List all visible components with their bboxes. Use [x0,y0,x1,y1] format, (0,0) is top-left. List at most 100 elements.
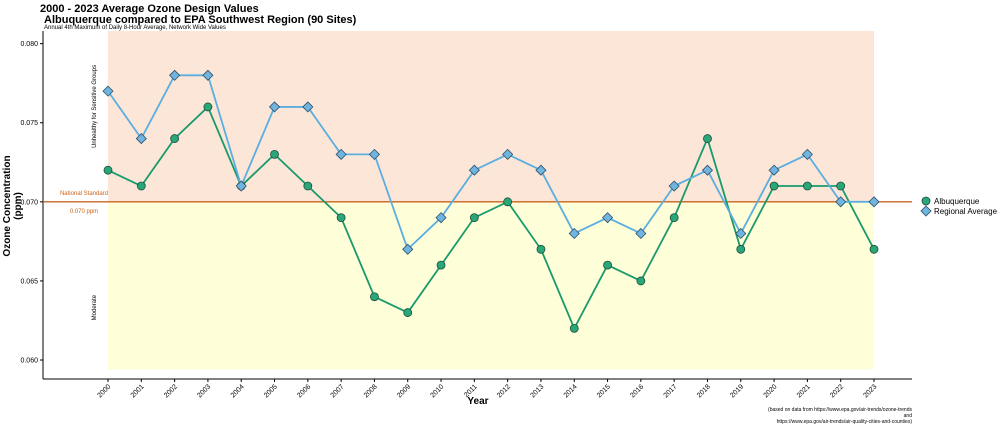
point-albuquerque-2005 [270,149,279,159]
y-axis-title-line2: (ppm) [13,192,24,220]
y-axis-title-line1: Ozone Concentration [2,155,13,256]
x-tick-label-10: 2010 [429,383,445,399]
x-tick-label-22: 2022 [829,383,845,399]
point-albuquerque-2001 [136,181,146,191]
y-tick-label-0: 0.060 [20,358,38,365]
point-regional-average-2021 [801,148,813,160]
x-tick-label-7: 2007 [330,383,346,399]
point-regional-average-2023 [868,196,880,208]
x-tick-label-1: 2001 [130,383,146,399]
source-note-line3: https://www.epa.gov/air-trends/air-quali… [776,419,912,425]
y-tick-label-4: 0.080 [20,41,38,48]
x-tick-label-19: 2019 [729,383,745,399]
legend-label-albuquerque: Albuquerque [934,197,980,206]
point-regional-average-2020 [768,164,780,176]
point-albuquerque-2013 [536,244,546,254]
point-regional-average-2003 [202,69,214,81]
series-line-albuquerque [107,105,875,331]
point-regional-average-2001 [135,132,147,145]
point-regional-average-2000 [102,85,114,97]
point-regional-average-2013 [535,164,547,176]
reference-line-value: 0.070 ppm [70,209,98,215]
point-regional-average-2014 [568,227,580,240]
x-tick-label-2: 2002 [163,383,179,399]
point-regional-average-2009 [402,243,414,255]
point-regional-average-2011 [468,164,480,176]
point-regional-average-2022 [835,196,847,208]
reference-layer: National Standard 0.070 ppm [43,191,912,215]
chart-title: 2000 - 2023 Average Ozone Design Values [40,3,259,15]
x-tick-label-12: 2012 [496,383,512,399]
point-albuquerque-2016 [636,276,646,286]
point-albuquerque-2020 [769,181,779,191]
series-line-regional-average [107,74,874,251]
point-albuquerque-2002 [170,134,180,143]
x-tick-label-14: 2014 [563,383,579,399]
legend-label-regional-average: Regional Average [934,207,998,216]
point-regional-average-2002 [169,69,181,81]
band-label-1: Moderate [92,294,98,320]
point-regional-average-2008 [368,148,381,160]
point-regional-average-2015 [601,212,614,224]
point-regional-average-2016 [635,227,647,240]
point-regional-average-2019 [735,227,747,240]
point-albuquerque-2000 [103,165,113,175]
point-albuquerque-2008 [370,292,379,302]
x-tick-label-13: 2013 [529,383,545,399]
point-albuquerque-2019 [736,244,746,254]
y-tick-label-3: 0.075 [20,120,38,127]
x-tick-label-8: 2008 [363,383,379,399]
point-regional-average-2010 [435,212,447,224]
point-albuquerque-2014 [569,323,579,333]
point-albuquerque-2011 [469,213,479,223]
point-regional-average-2006 [302,101,314,113]
source-note-line1: (based on data from https://www.epa.gov/… [768,407,912,413]
point-albuquerque-2007 [336,213,346,223]
band-label-0: Unhealthy for Sensitive Groups [92,65,98,148]
point-albuquerque-2021 [802,181,812,191]
x-tick-label-4: 2004 [230,383,246,399]
y-tick-label-2: 0.070 [20,199,38,206]
point-regional-average-2005 [268,101,281,113]
point-albuquerque-2022 [836,181,846,191]
chart-subtitle: Albuquerque compared to EPA Southwest Re… [44,14,357,26]
point-albuquerque-2012 [503,197,513,207]
point-regional-average-2012 [502,148,514,160]
x-axis-title: Year [467,396,488,407]
x-tick-label-15: 2015 [596,383,612,399]
x-tick-label-16: 2016 [629,383,645,399]
x-tick-label-23: 2023 [862,383,878,399]
axes-layer [42,31,912,380]
point-albuquerque-2009 [403,308,413,317]
x-tick-label-20: 2020 [763,383,779,399]
chart-caption: Annual 4th Maximum of Daily 8-Hour Avera… [44,25,226,31]
reference-line-label: National Standard [60,191,108,197]
source-note: (based on data from https://www.epa.gov/… [768,407,912,425]
point-albuquerque-2023 [869,244,879,254]
source-note-line2: and [903,413,912,419]
point-regional-average-2018 [701,164,714,176]
x-tick-label-21: 2021 [796,383,812,399]
x-tick-label-5: 2005 [263,383,279,399]
x-tick-label-6: 2006 [296,383,312,399]
band-0 [108,31,874,202]
point-albuquerque-2006 [303,181,313,191]
point-albuquerque-2010 [436,260,446,270]
legend-marker-albuquerque [921,196,931,206]
x-tick-label-0: 2000 [96,383,112,399]
point-albuquerque-2017 [669,213,679,223]
point-regional-average-2007 [335,148,347,160]
x-tick-label-9: 2009 [396,383,412,399]
band-1 [108,201,874,370]
point-albuquerque-2018 [703,134,712,143]
point-regional-average-2004 [235,180,247,192]
point-regional-average-2017 [668,180,680,192]
x-tick-label-17: 2017 [663,383,679,399]
point-albuquerque-2015 [603,260,612,270]
legend-marker-regional-average [920,205,932,217]
x-tick-label-3: 2003 [196,383,212,399]
series-layer [102,69,880,333]
x-tick-label-18: 2018 [696,383,712,399]
